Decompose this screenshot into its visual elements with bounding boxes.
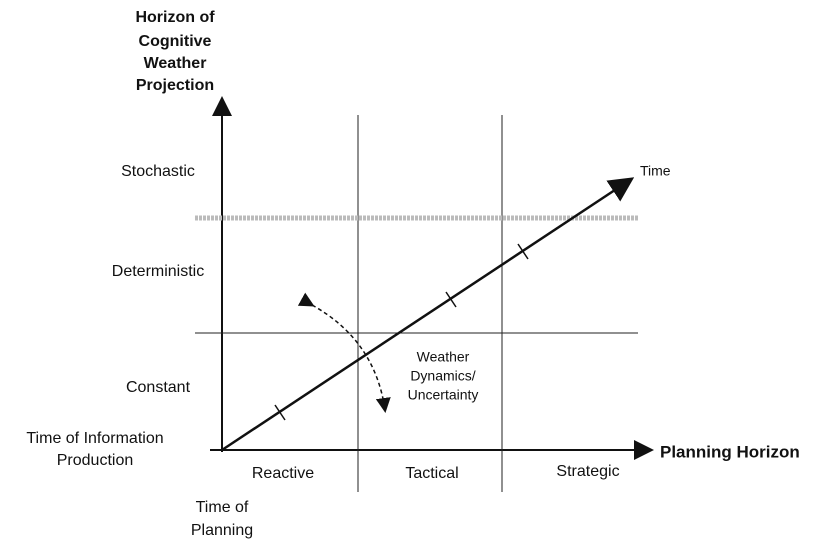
- title-y: Horizon of Cognitive Weather Projection: [135, 9, 215, 94]
- uncertainty-label: Weather: [417, 349, 470, 365]
- y-title-line: Horizon of: [135, 9, 215, 26]
- uncertainty-label: Dynamics/: [410, 368, 475, 384]
- y-title-line: Projection: [136, 77, 214, 94]
- row-label: Constant: [126, 379, 191, 396]
- origin-y-label: Production: [57, 452, 134, 469]
- y-title-line: Cognitive: [139, 33, 212, 50]
- time-label: Time: [640, 163, 671, 179]
- y-title-line: Weather: [144, 55, 207, 72]
- column-label: Reactive: [252, 465, 314, 482]
- x-axis-title: Planning Horizon: [660, 442, 800, 461]
- time-ticks: [274, 243, 529, 421]
- column-label: Tactical: [405, 465, 458, 482]
- uncertainty-label: Uncertainty: [408, 387, 479, 403]
- origin-y-label: Time of Information: [26, 430, 163, 447]
- origin-x-label: Planning: [191, 522, 253, 539]
- time-line: [221, 177, 635, 452]
- uncertainty-arrow: [297, 292, 391, 413]
- row-label: Stochastic: [121, 163, 195, 180]
- row-label: Deterministic: [112, 263, 204, 280]
- origin-x-label: Time of: [196, 499, 249, 516]
- column-label: Strategic: [556, 463, 619, 480]
